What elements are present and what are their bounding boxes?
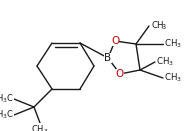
Text: CH$_3$: CH$_3$ — [31, 123, 49, 131]
Text: 3: 3 — [162, 24, 166, 30]
Text: CH: CH — [151, 21, 163, 31]
Text: B: B — [104, 53, 112, 63]
Text: CH$_3$: CH$_3$ — [164, 38, 182, 50]
Text: O: O — [116, 69, 124, 79]
Text: H$_3$C: H$_3$C — [0, 93, 14, 105]
Text: CH$_3$: CH$_3$ — [156, 56, 174, 68]
Text: H$_3$C: H$_3$C — [0, 109, 14, 121]
Text: O: O — [111, 36, 119, 46]
Text: CH$_3$: CH$_3$ — [164, 72, 182, 84]
